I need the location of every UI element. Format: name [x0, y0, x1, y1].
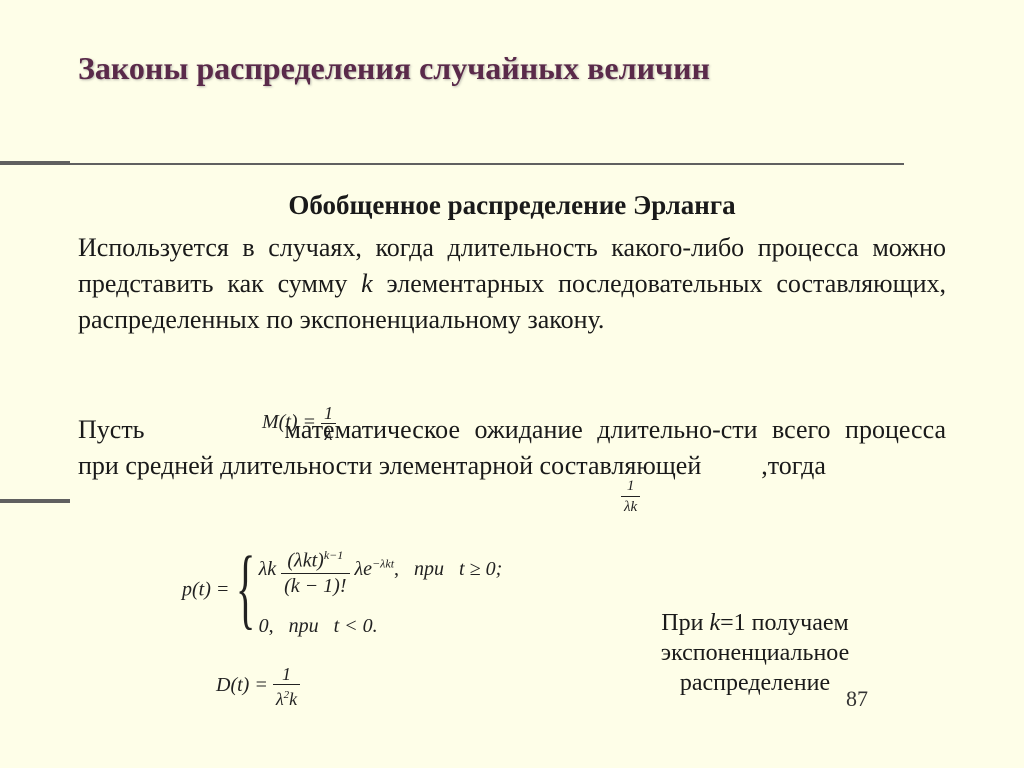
slide: Законы распределения случайных величин О…	[0, 0, 1024, 768]
dt-den: λ2k	[273, 685, 300, 708]
slide-title: Законы распределения случайных величин	[78, 50, 964, 87]
fraction-icon: 1 λk	[621, 477, 640, 516]
mean-lhs: M(t) =	[262, 411, 316, 433]
slide-subtitle: Обобщенное распределение Эрланга	[78, 190, 946, 221]
formula-component-mean: 1 λk	[621, 477, 640, 516]
dt-num: 1	[273, 665, 300, 685]
piecewise-cases: λk (λkt)k−1 (k − 1)! λe−λkt, при t ≥ 0; …	[259, 538, 503, 644]
fraction-icon: 1 λ	[321, 404, 336, 443]
formula-variance: D(t) = 1 λ2k	[216, 665, 300, 708]
fraction-icon: 1 λ2k	[273, 665, 300, 708]
fraction-icon: (λkt)k−1 (k − 1)!	[281, 544, 349, 597]
mean-den: λ	[321, 424, 336, 443]
left-brace-icon: {	[236, 544, 255, 634]
page-number: 87	[846, 686, 868, 712]
left-margin-rule	[0, 499, 70, 503]
formula-density: p(t) = { λk (λkt)k−1 (k − 1)! λe−λkt, пр…	[182, 538, 502, 644]
title-rule-thin	[70, 163, 904, 165]
pt-r1-den: (k − 1)!	[281, 574, 349, 597]
lk-num: 1	[621, 477, 640, 497]
side-note: При k=1 получаем экспоненциальное распре…	[600, 608, 910, 698]
case-row-2: 0, при t < 0.	[259, 615, 503, 638]
pt-r1-tail: λe−λkt, при t ≥ 0;	[355, 558, 503, 580]
mean-num: 1	[321, 404, 336, 424]
pt-r1-lead: λk	[259, 558, 277, 580]
dt-lhs: D(t) =	[216, 674, 268, 696]
formula-mean: M(t) = 1 λ	[262, 404, 336, 443]
pt-r1-num: (λkt)k−1	[281, 544, 349, 574]
paragraph-2: Пустьматематическое ожидание длительно-с…	[78, 412, 946, 484]
paragraph-1: Используется в случаях, когда длительнос…	[78, 230, 946, 338]
case-row-1: λk (λkt)k−1 (k − 1)! λe−λkt, при t ≥ 0;	[259, 544, 503, 597]
title-rule-thick	[0, 161, 70, 165]
lk-den: λk	[621, 497, 640, 516]
pt-lhs: p(t) =	[182, 578, 229, 600]
